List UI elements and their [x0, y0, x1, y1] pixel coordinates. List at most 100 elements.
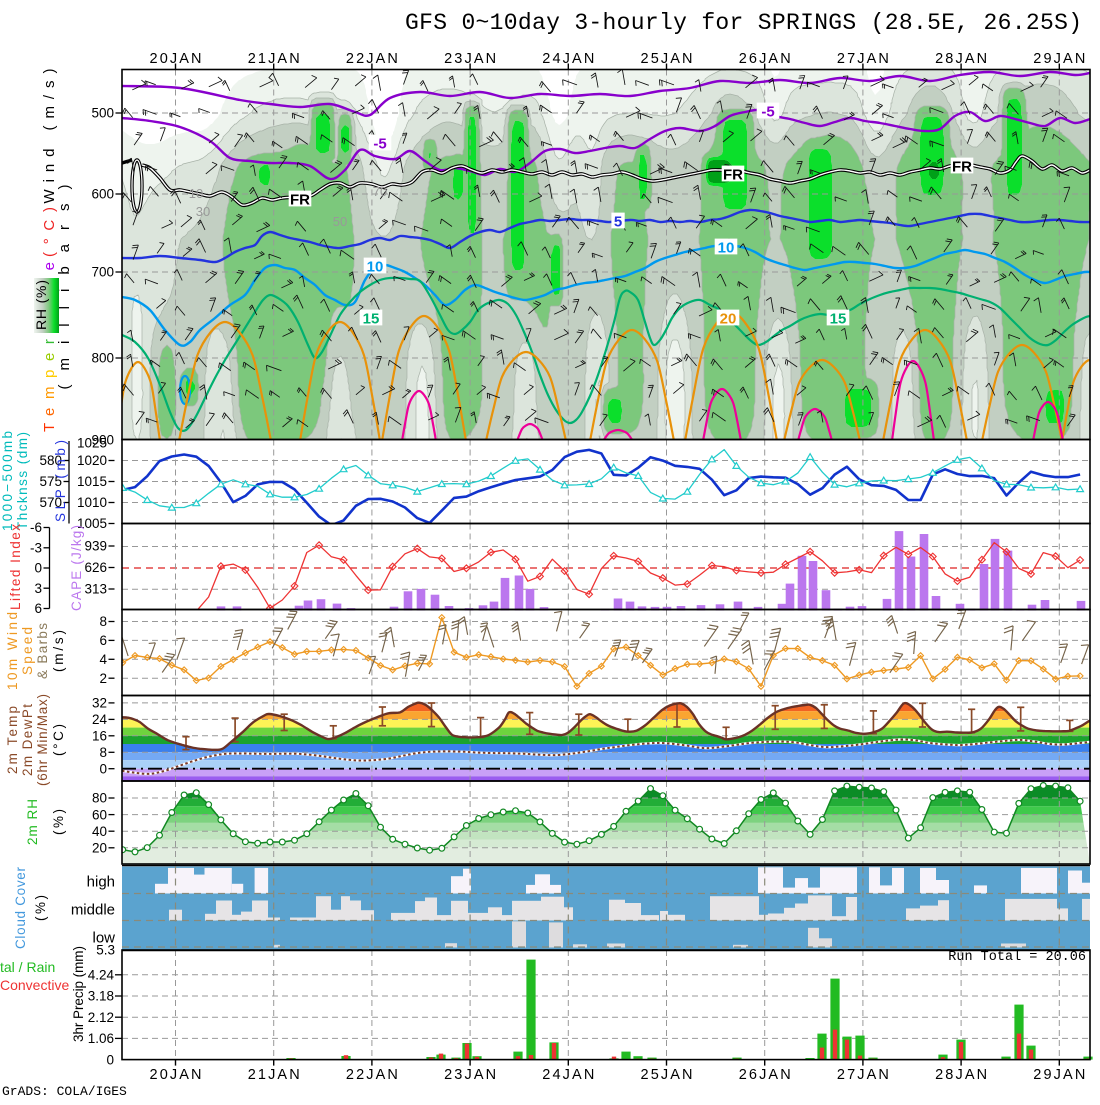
svg-text:FR: FR: [290, 192, 310, 209]
svg-text:Run Total = 20.06: Run Total = 20.06: [948, 950, 1086, 965]
svg-text:29JAN: 29JAN: [1033, 1067, 1085, 1083]
svg-text:30: 30: [196, 204, 210, 219]
svg-text:0: 0: [34, 561, 42, 576]
svg-text:Thcknss (dm): Thcknss (dm): [15, 432, 30, 530]
svg-text:middle: middle: [71, 902, 115, 919]
svg-text:0: 0: [106, 1052, 114, 1067]
svg-text:21JAN: 21JAN: [248, 1067, 300, 1083]
svg-text:low: low: [92, 930, 115, 947]
svg-text:20: 20: [720, 311, 737, 328]
svg-text:24JAN: 24JAN: [542, 51, 594, 67]
svg-text:25JAN: 25JAN: [641, 1067, 693, 1083]
svg-text:15: 15: [363, 311, 380, 328]
svg-text:GFS 0~10day 3-hourly for SPRIN: GFS 0~10day 3-hourly for SPRINGS (28.5E,…: [405, 10, 1082, 36]
svg-text:6: 6: [99, 633, 107, 648]
svg-text:GrADS: COLA/IGES: GrADS: COLA/IGES: [2, 1084, 127, 1099]
svg-text:40: 40: [92, 824, 107, 839]
svg-text:2m DewPt: 2m DewPt: [20, 704, 35, 776]
svg-text:500: 500: [91, 106, 114, 121]
svg-text:2: 2: [99, 671, 107, 686]
svg-text:570: 570: [39, 495, 62, 510]
svg-text:20JAN: 20JAN: [150, 1067, 202, 1083]
svg-text:(%): (%): [33, 895, 48, 921]
svg-text:4.24: 4.24: [88, 968, 115, 983]
svg-text:FR: FR: [952, 159, 972, 176]
svg-text:900: 900: [91, 433, 114, 448]
svg-text:1000−500mb: 1000−500mb: [0, 431, 15, 531]
svg-text:3: 3: [34, 581, 42, 596]
svg-text:5: 5: [614, 214, 622, 231]
svg-text:6: 6: [34, 601, 42, 616]
svg-text:(°C): (°C): [51, 724, 66, 756]
svg-text:-3: -3: [30, 541, 42, 556]
svg-text:22JAN: 22JAN: [346, 51, 398, 67]
svg-text:26JAN: 26JAN: [739, 1067, 791, 1083]
svg-text:0: 0: [99, 761, 107, 776]
svg-text:32: 32: [92, 696, 107, 711]
svg-text:8: 8: [99, 745, 107, 760]
svg-text:1010: 1010: [77, 495, 107, 510]
svg-text:24JAN: 24JAN: [542, 1067, 594, 1083]
svg-text:22JAN: 22JAN: [346, 1067, 398, 1083]
svg-text:700: 700: [91, 265, 114, 280]
svg-text:FR: FR: [723, 167, 743, 184]
svg-text:23JAN: 23JAN: [444, 1067, 496, 1083]
svg-text:27JAN: 27JAN: [837, 1067, 889, 1083]
svg-text:10: 10: [718, 240, 735, 257]
svg-text:high: high: [87, 874, 115, 891]
svg-text:23JAN: 23JAN: [444, 51, 496, 67]
svg-text:Speed: Speed: [20, 627, 35, 675]
svg-text:29JAN: 29JAN: [1033, 51, 1085, 67]
svg-text:(%): (%): [51, 809, 66, 835]
svg-text:24: 24: [92, 712, 108, 727]
svg-text:(m/s): (m/s): [51, 630, 66, 672]
svg-text:21JAN: 21JAN: [248, 51, 300, 67]
svg-text:20: 20: [92, 841, 107, 856]
svg-text:20JAN: 20JAN: [150, 51, 202, 67]
svg-text:1005: 1005: [77, 516, 107, 531]
svg-text:-5: -5: [373, 136, 386, 153]
svg-text:CAPE (J/kg): CAPE (J/kg): [69, 525, 84, 611]
svg-text:-5: -5: [761, 104, 774, 121]
svg-text:80: 80: [92, 791, 107, 806]
svg-text:Cloud Cover: Cloud Cover: [13, 867, 28, 950]
svg-text:-6: -6: [30, 520, 42, 535]
svg-text:4: 4: [99, 652, 107, 667]
svg-text:Convective: Convective: [0, 977, 69, 993]
svg-text:tal / Rain: tal / Rain: [0, 959, 55, 975]
svg-text:2m Temp: 2m Temp: [5, 706, 20, 774]
svg-text:600: 600: [91, 187, 114, 202]
svg-text:3.18: 3.18: [88, 989, 114, 1004]
svg-text:580: 580: [39, 453, 62, 468]
svg-text:(6hr Min/Max): (6hr Min/Max): [35, 694, 50, 786]
svg-text:10m Wind: 10m Wind: [5, 612, 20, 690]
svg-text:16: 16: [92, 729, 107, 744]
svg-text:313: 313: [84, 582, 107, 597]
svg-text:28JAN: 28JAN: [935, 1067, 987, 1083]
svg-text:1015: 1015: [77, 474, 107, 489]
svg-text:2.12: 2.12: [88, 1010, 114, 1025]
svg-text:8: 8: [99, 614, 107, 629]
svg-text:26JAN: 26JAN: [739, 51, 791, 67]
svg-text:800: 800: [91, 351, 114, 366]
svg-text:RH (%): RH (%): [33, 280, 49, 330]
svg-text:626: 626: [84, 560, 107, 575]
svg-text:1.06: 1.06: [88, 1031, 114, 1046]
svg-text:50: 50: [333, 214, 347, 229]
svg-text:1020: 1020: [77, 453, 107, 468]
svg-text:60: 60: [92, 807, 107, 822]
svg-text:10: 10: [367, 259, 384, 276]
svg-text:1025: 1025: [77, 436, 107, 451]
svg-text:28JAN: 28JAN: [935, 51, 987, 67]
svg-text:3hr Precip (mm): 3hr Precip (mm): [71, 946, 86, 1042]
svg-text:10: 10: [189, 186, 203, 201]
svg-text:& Barbs: & Barbs: [35, 623, 50, 679]
svg-text:25JAN: 25JAN: [641, 51, 693, 67]
svg-text:575: 575: [39, 474, 62, 489]
svg-text:5.3: 5.3: [96, 943, 115, 958]
svg-text:15: 15: [830, 311, 847, 328]
svg-text:939: 939: [84, 539, 107, 554]
svg-text:2m RH: 2m RH: [25, 799, 40, 845]
svg-text:70: 70: [373, 184, 387, 199]
svg-text:27JAN: 27JAN: [837, 51, 889, 67]
